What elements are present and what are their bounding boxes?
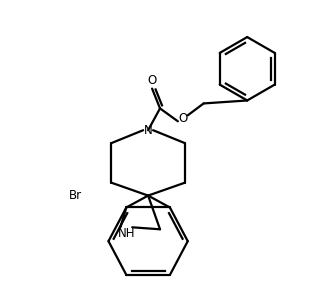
Text: Br: Br	[69, 189, 82, 202]
Text: O: O	[147, 74, 157, 87]
Text: O: O	[178, 112, 187, 125]
Text: N: N	[144, 124, 153, 137]
Text: NH: NH	[118, 227, 135, 240]
